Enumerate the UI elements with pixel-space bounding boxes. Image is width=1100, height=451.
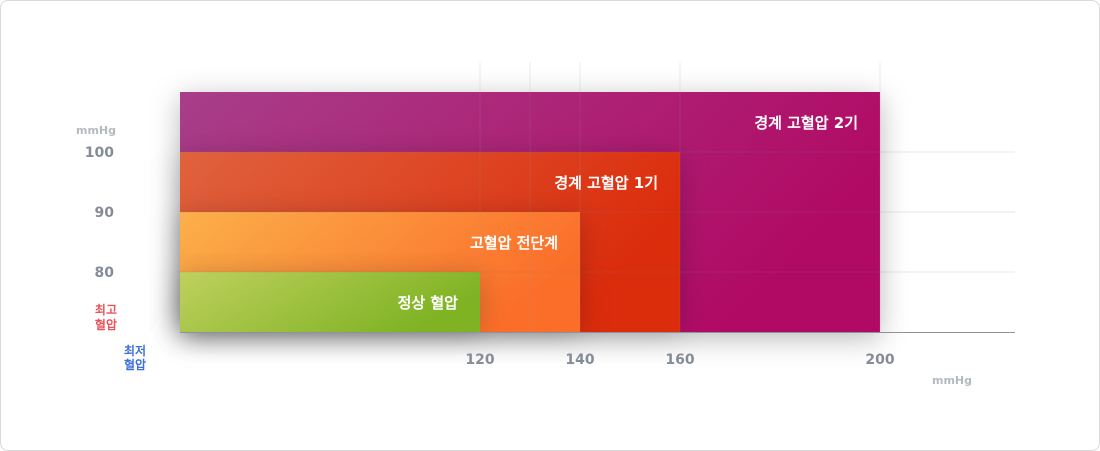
zone-label-3: 고혈압 전단계 [470,234,558,252]
y-tick-label: 80 [95,265,115,281]
x-tick-label: 200 [865,352,894,368]
y-axis-label: 최고 [95,302,117,317]
x-tick-label: 160 [665,352,694,368]
gridlines [180,62,1015,332]
x-unit-label: mmHg [932,374,972,387]
zones [180,92,880,332]
y-tick-label: 90 [95,205,115,221]
zone-label-1: 경계 고혈압 2기 [754,114,858,132]
y-axis-label: 혈압 [95,317,117,332]
y-tick-label: 100 [85,145,114,161]
zone-label-4: 정상 혈압 [398,294,459,312]
x-axis-label: 혈압 [124,357,146,372]
x-axis-label: 최저 [124,343,146,358]
zone-4 [180,272,480,332]
y-unit-label: mmHg [76,124,116,137]
x-tick-label: 140 [565,352,594,368]
zone-label-2: 경계 고혈압 1기 [554,174,658,192]
x-tick-label: 120 [465,352,494,368]
